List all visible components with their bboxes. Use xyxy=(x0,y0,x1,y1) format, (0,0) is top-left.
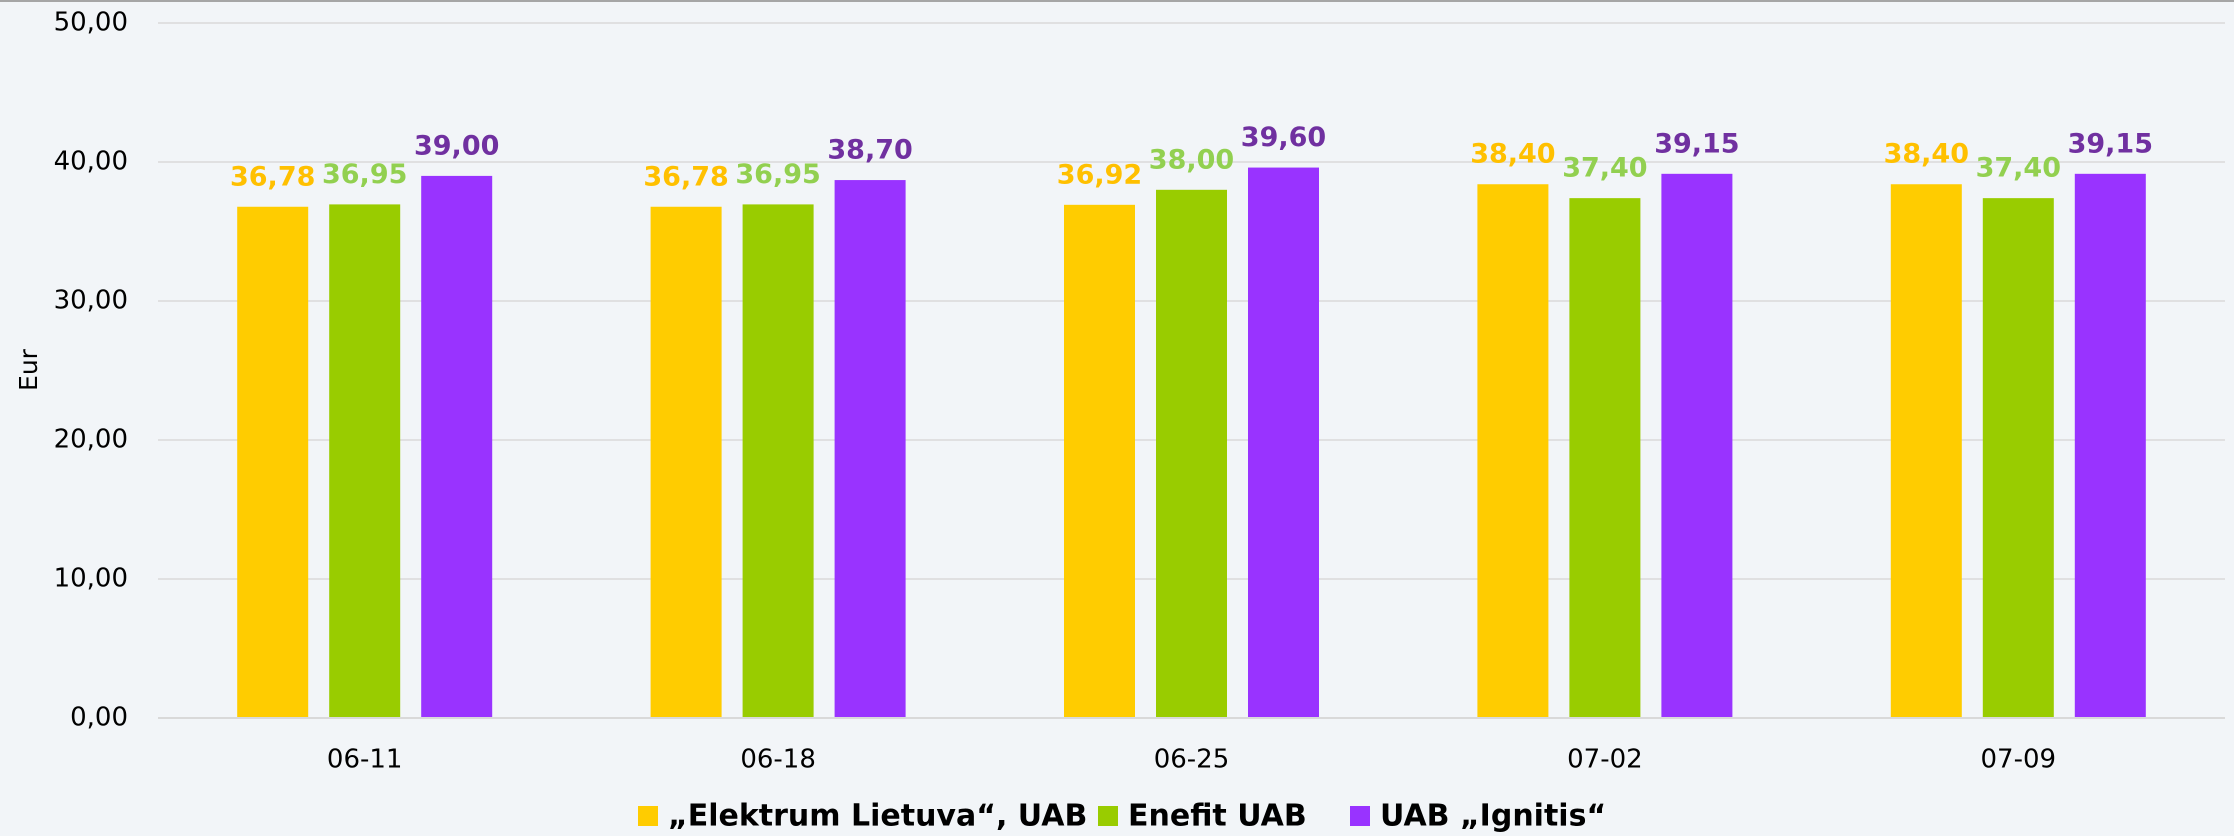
bar xyxy=(1890,184,1962,719)
bar xyxy=(1982,198,2054,718)
bar xyxy=(1156,189,1227,719)
y-axis-label: Eur xyxy=(14,348,43,391)
data-label: 38,40 xyxy=(1470,139,1555,170)
x-tick-label: 07-02 xyxy=(1567,745,1643,775)
legend-label: „Elektrum Lietuva“, UAB xyxy=(668,799,1087,834)
bar xyxy=(1477,184,1549,719)
bar xyxy=(421,175,493,718)
data-label: 39,00 xyxy=(414,130,499,161)
bar xyxy=(329,204,401,718)
data-label: 39,15 xyxy=(1654,128,1739,159)
data-label: 36,95 xyxy=(735,159,820,190)
x-tick-label: 07-09 xyxy=(1981,745,2057,775)
y-tick-label: 0,00 xyxy=(70,703,128,733)
y-tick-label: 40,00 xyxy=(54,147,128,177)
data-label: 38,70 xyxy=(827,135,912,166)
legend-swatch xyxy=(1350,806,1370,826)
bar xyxy=(742,204,814,718)
data-label: 39,60 xyxy=(1241,122,1326,153)
bar xyxy=(1064,204,1135,718)
bar xyxy=(650,206,722,718)
data-label: 38,00 xyxy=(1149,144,1234,175)
bar xyxy=(2074,173,2146,718)
bar xyxy=(1569,198,1641,718)
data-label: 36,78 xyxy=(230,161,315,192)
data-label: 36,78 xyxy=(643,161,728,192)
data-label: 37,40 xyxy=(1562,153,1647,184)
bar xyxy=(834,180,906,718)
data-label: 39,15 xyxy=(2068,128,2153,159)
y-tick-label: 20,00 xyxy=(54,425,128,455)
legend-label: Enefit UAB xyxy=(1128,799,1307,834)
data-label: 38,40 xyxy=(1884,139,1969,170)
x-tick-label: 06-11 xyxy=(327,745,403,775)
y-tick-label: 50,00 xyxy=(54,8,128,38)
legend-swatch xyxy=(1098,806,1118,826)
x-tick-label: 06-25 xyxy=(1154,745,1230,775)
legend-swatch xyxy=(638,806,658,826)
x-tick-label: 06-18 xyxy=(740,745,816,775)
y-tick-label: 30,00 xyxy=(54,286,128,316)
bar xyxy=(1661,173,1733,718)
bar xyxy=(237,206,309,718)
data-label: 36,92 xyxy=(1057,159,1142,190)
y-tick-label: 10,00 xyxy=(54,564,128,594)
data-label: 37,40 xyxy=(1976,153,2061,184)
legend-label: UAB „Ignitis“ xyxy=(1380,799,1606,834)
data-label: 36,95 xyxy=(322,159,407,190)
bar xyxy=(1248,167,1319,718)
